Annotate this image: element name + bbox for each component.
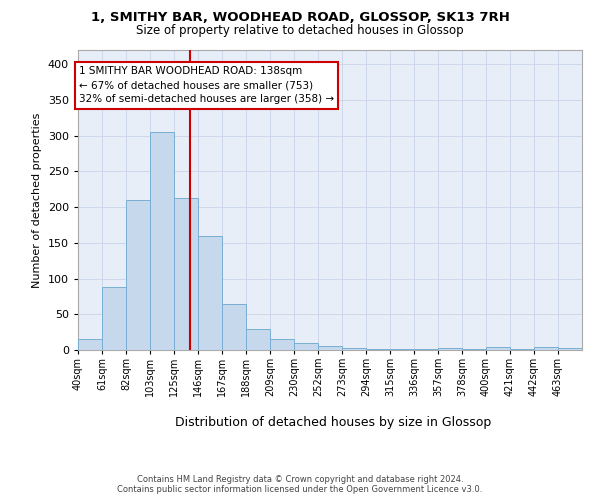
Bar: [318, 346, 342, 350]
Bar: [366, 348, 390, 350]
Text: Size of property relative to detached houses in Glossop: Size of property relative to detached ho…: [136, 24, 464, 37]
Text: 1, SMITHY BAR, WOODHEAD ROAD, GLOSSOP, SK13 7RH: 1, SMITHY BAR, WOODHEAD ROAD, GLOSSOP, S…: [91, 11, 509, 24]
Bar: [246, 328, 270, 350]
Bar: [438, 348, 462, 350]
Bar: [222, 304, 246, 350]
Bar: [534, 347, 558, 350]
Y-axis label: Number of detached properties: Number of detached properties: [32, 112, 42, 288]
Bar: [558, 348, 582, 350]
Bar: [126, 200, 150, 350]
Bar: [102, 287, 126, 350]
Bar: [294, 343, 318, 350]
Bar: [198, 236, 222, 350]
Text: 1 SMITHY BAR WOODHEAD ROAD: 138sqm
← 67% of detached houses are smaller (753)
32: 1 SMITHY BAR WOODHEAD ROAD: 138sqm ← 67%…: [79, 66, 334, 104]
Bar: [78, 340, 102, 350]
Bar: [270, 338, 294, 350]
Bar: [342, 348, 366, 350]
Bar: [174, 198, 198, 350]
Text: Contains HM Land Registry data © Crown copyright and database right 2024.
Contai: Contains HM Land Registry data © Crown c…: [118, 474, 482, 494]
Bar: [150, 132, 174, 350]
Bar: [486, 347, 510, 350]
Text: Distribution of detached houses by size in Glossop: Distribution of detached houses by size …: [175, 416, 491, 429]
